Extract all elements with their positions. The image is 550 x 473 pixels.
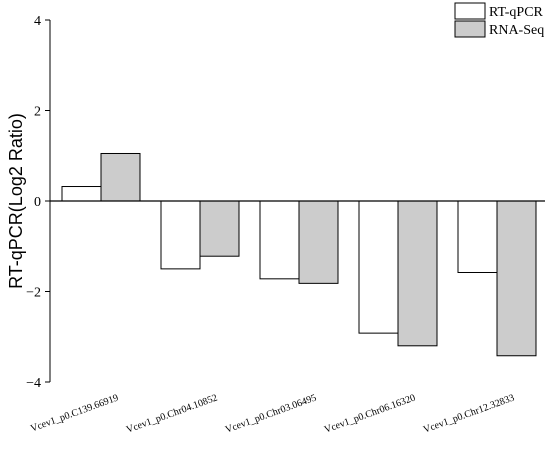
bar-rna-seq-4	[397, 200, 438, 347]
y-tick-label: −2	[26, 286, 41, 301]
x-tick-label: Vcev1_p0.Chr06.16320	[323, 392, 417, 435]
y-axis: 4 2 0 −2 −4	[26, 14, 51, 391]
x-tick-label: Vcev1_p0.Chr12.32833	[422, 392, 516, 435]
y-tick-label: −4	[26, 376, 41, 391]
x-tick-label: Vcev1_p0.C139.66919	[29, 392, 120, 434]
bar-rna-seq-3	[298, 200, 339, 284]
y-tick-label: 0	[34, 195, 41, 210]
bar-rna-seq-5	[496, 200, 537, 357]
legend-label: RT-qPCR	[489, 5, 544, 20]
x-tick-label: Vcev1_p0.Chr04.10852	[125, 392, 219, 435]
y-tick-label: 2	[34, 105, 41, 120]
x-tick-labels: Vcev1_p0.C139.66919 Vcev1_p0.Chr04.10852 V…	[29, 392, 516, 435]
legend-label: RNA-Seq	[489, 23, 544, 38]
bar-rt-qpcr-3	[259, 200, 300, 280]
y-axis-label: RT-qPCR(Log2 Ratio)	[6, 113, 26, 289]
x-tick-label: Vcev1_p0.Chr03.06495	[224, 392, 318, 435]
legend-swatch	[454, 20, 486, 38]
legend-swatch	[454, 2, 486, 20]
bar-rt-qpcr-2	[160, 200, 201, 270]
bars	[61, 152, 537, 357]
bar-rna-seq-2	[199, 200, 240, 257]
legend: RT-qPCR RNA-Seq	[454, 2, 544, 38]
bar-rt-qpcr-1	[61, 186, 102, 202]
y-tick-label: 4	[34, 14, 41, 29]
bar-rt-qpcr-4	[358, 200, 399, 334]
bar-rt-qpcr-5	[457, 200, 498, 273]
bar-rna-seq-1	[100, 152, 141, 202]
